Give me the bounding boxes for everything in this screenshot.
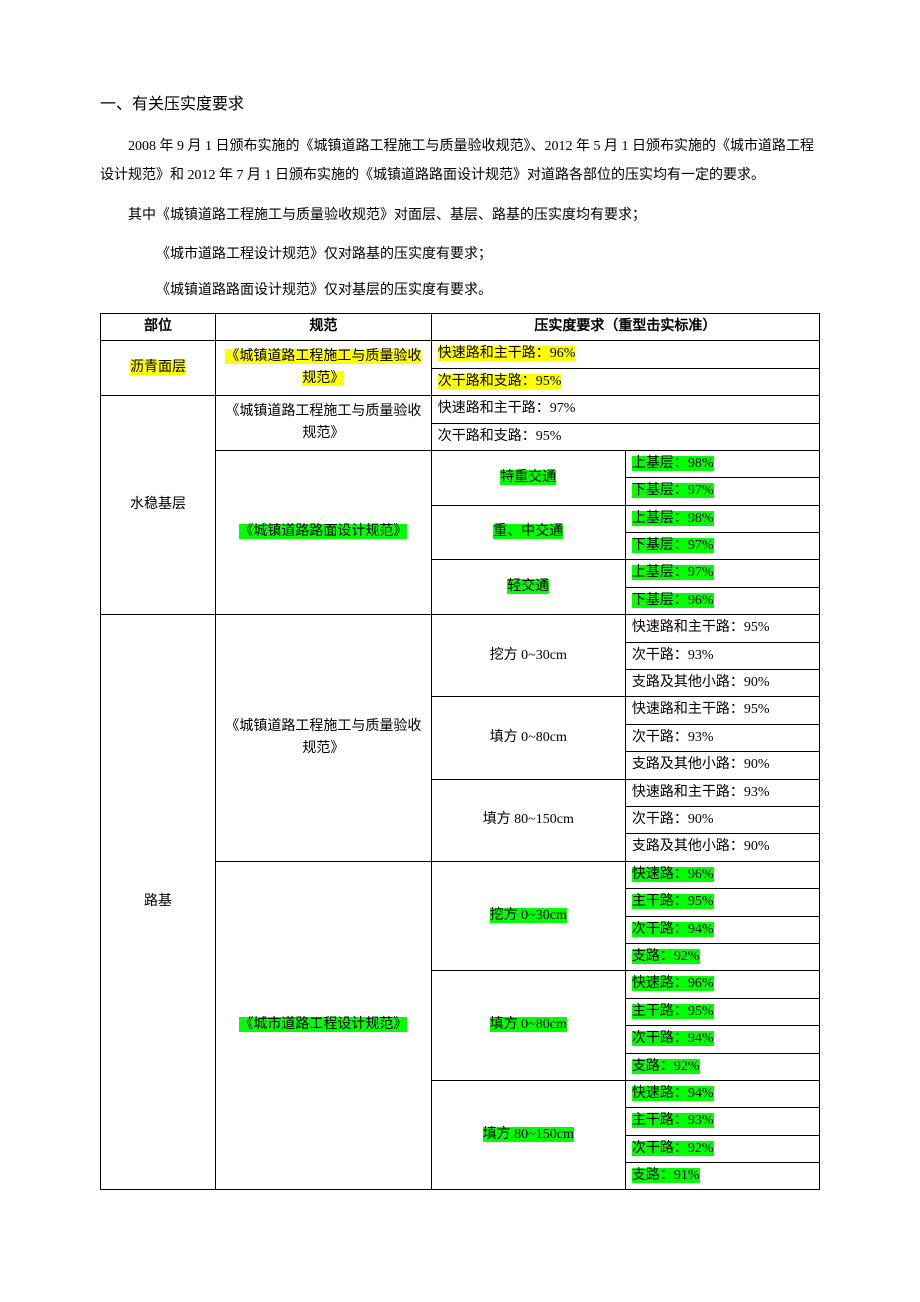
cell-part: 路基	[101, 615, 216, 1190]
paragraph-3: 《城市道路工程设计规范》仅对路基的压实度有要求；	[100, 240, 820, 269]
cell-req: 下基层：97%	[625, 478, 819, 505]
cell-req: 上基层：98%	[625, 450, 819, 477]
cell-part: 沥青面层	[101, 341, 216, 396]
cell-group: 填方 80~150cm	[431, 779, 625, 861]
cell-req: 次干路：94%	[625, 1026, 819, 1053]
cell-req: 支路：92%	[625, 1053, 819, 1080]
cell-group: 轻交通	[431, 560, 625, 615]
cell-req: 次干路：94%	[625, 916, 819, 943]
cell-req: 主干路：95%	[625, 889, 819, 916]
cell-req: 支路及其他小路：90%	[625, 752, 819, 779]
cell-spec: 《城镇道路工程施工与质量验收规范》	[216, 615, 432, 862]
header-part: 部位	[101, 313, 216, 340]
cell-req: 主干路：93%	[625, 1108, 819, 1135]
cell-req: 下基层：96%	[625, 587, 819, 614]
cell-spec: 《城镇道路工程施工与质量验收规范》	[216, 396, 432, 451]
cell-req: 次干路和支路：95%	[431, 368, 819, 395]
cell-req: 快速路和主干路：95%	[625, 615, 819, 642]
cell-req: 快速路和主干路：93%	[625, 779, 819, 806]
compaction-table: 部位 规范 压实度要求（重型击实标准） 沥青面层 《城镇道路工程施工与质量验收规…	[100, 313, 820, 1191]
section-heading: 一、有关压实度要求	[100, 90, 820, 114]
table-header-row: 部位 规范 压实度要求（重型击实标准）	[101, 313, 820, 340]
cell-group: 特重交通	[431, 450, 625, 505]
table-row: 路基 《城镇道路工程施工与质量验收规范》 挖方 0~30cm 快速路和主干路：9…	[101, 615, 820, 642]
cell-req: 次干路：93%	[625, 642, 819, 669]
cell-part: 水稳基层	[101, 396, 216, 615]
cell-req: 上基层：97%	[625, 560, 819, 587]
cell-req: 支路及其他小路：90%	[625, 834, 819, 861]
cell-req: 快速路和主干路：96%	[431, 341, 819, 368]
cell-spec: 《城市道路工程设计规范》	[216, 861, 432, 1190]
paragraph-1: 2008 年 9 月 1 日颁布实施的《城镇道路工程施工与质量验收规范》、201…	[100, 132, 820, 191]
cell-req: 支路及其他小路：90%	[625, 670, 819, 697]
cell-group: 挖方 0~30cm	[431, 615, 625, 697]
cell-spec: 《城镇道路路面设计规范》	[216, 450, 432, 614]
header-spec: 规范	[216, 313, 432, 340]
cell-req: 支路：91%	[625, 1163, 819, 1190]
table-row: 沥青面层 《城镇道路工程施工与质量验收规范》 快速路和主干路：96%	[101, 341, 820, 368]
cell-req: 支路：92%	[625, 943, 819, 970]
cell-req: 次干路和支路：95%	[431, 423, 819, 450]
table-row: 水稳基层 《城镇道路工程施工与质量验收规范》 快速路和主干路：97%	[101, 396, 820, 423]
cell-req: 快速路和主干路：95%	[625, 697, 819, 724]
cell-req: 次干路：90%	[625, 806, 819, 833]
cell-group: 填方 0~80cm	[431, 697, 625, 779]
cell-req: 快速路：96%	[625, 971, 819, 998]
cell-group: 填方 80~150cm	[431, 1080, 625, 1190]
cell-spec: 《城镇道路工程施工与质量验收规范》	[216, 341, 432, 396]
cell-req: 主干路：95%	[625, 998, 819, 1025]
cell-req: 上基层：98%	[625, 505, 819, 532]
paragraph-2: 其中《城镇道路工程施工与质量验收规范》对面层、基层、路基的压实度均有要求；	[100, 201, 820, 230]
cell-req: 快速路：94%	[625, 1080, 819, 1107]
header-req: 压实度要求（重型击实标准）	[431, 313, 819, 340]
cell-req: 次干路：92%	[625, 1135, 819, 1162]
cell-group: 挖方 0~30cm	[431, 861, 625, 971]
cell-req: 快速路：96%	[625, 861, 819, 888]
cell-req: 次干路：93%	[625, 724, 819, 751]
cell-group: 重、中交通	[431, 505, 625, 560]
paragraph-4: 《城镇道路路面设计规范》仅对基层的压实度有要求。	[100, 276, 820, 305]
cell-req: 快速路和主干路：97%	[431, 396, 819, 423]
cell-req: 下基层：97%	[625, 533, 819, 560]
cell-group: 填方 0~80cm	[431, 971, 625, 1081]
